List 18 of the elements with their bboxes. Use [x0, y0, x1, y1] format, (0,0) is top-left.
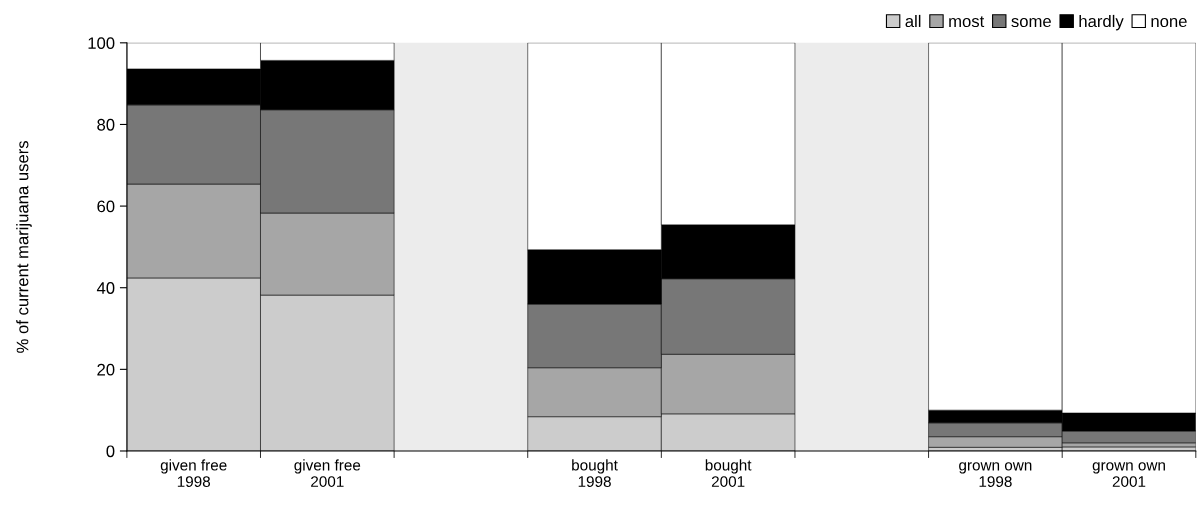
x-tick-label: grown own 2001	[1092, 462, 1165, 487]
legend-label: some	[1011, 17, 1051, 28]
x-tick-label: given free 1998	[160, 459, 227, 487]
y-axis-title: % of current marijuana users	[16, 140, 32, 353]
y-tick-label: 100	[88, 37, 115, 50]
y-tick-label: 80	[97, 118, 115, 131]
y-tick-label: 0	[106, 445, 115, 458]
x-tick-label: grown own 1998	[959, 462, 1032, 487]
y-tick-label: 60	[97, 200, 115, 213]
legend-label: none	[1151, 17, 1187, 28]
x-tick-label: bought 2001	[705, 459, 752, 487]
x-tick-label: bought 1998	[572, 459, 618, 487]
legend-label: most	[949, 16, 985, 28]
y-tick-label: 40	[96, 282, 115, 294]
y-tick-label: 20	[97, 363, 115, 376]
legend-label: all	[905, 14, 921, 28]
legend-label: hardly	[1079, 14, 1124, 31]
x-tick-label: given free 2001	[294, 459, 361, 487]
